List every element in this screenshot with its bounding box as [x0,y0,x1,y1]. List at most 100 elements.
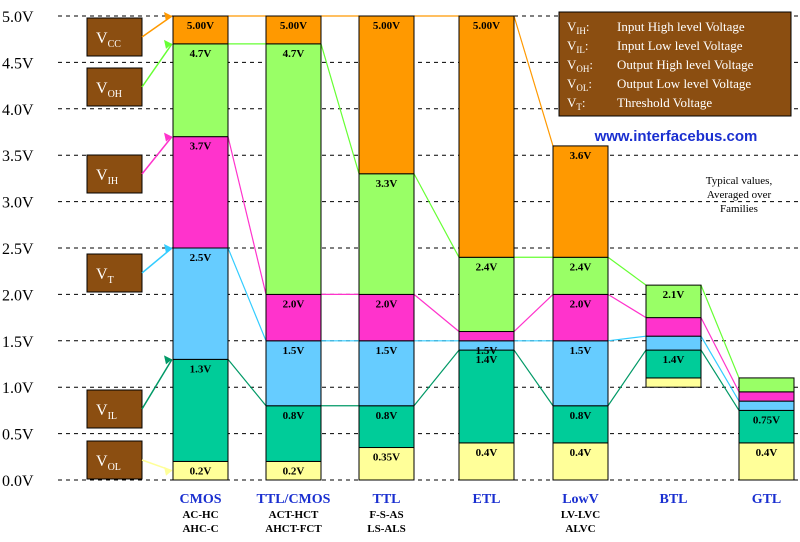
segment-vcc [552,145,609,258]
guide-line-vil [513,349,554,407]
y-tick-label: 2.5V [2,241,34,258]
segment-label-voh: 2.4V [476,261,498,273]
segment-voh [265,43,322,295]
segment-label-vil: 0.75V [753,414,780,426]
segment-label-vol: 0.4V [756,447,778,459]
arrow-head-icon [164,12,172,21]
segment-vt [172,247,229,360]
guide-line-vih [413,293,460,332]
segment-label-vil: 0.8V [570,410,592,422]
bar-etl: 0.4V 1.4V1.5V 2.4V 5.00V [458,15,515,481]
bar-ttl: 0.35V 0.8V 1.5V 2.0V 3.3V 5.00V [358,15,415,481]
segment-vcc [172,15,229,45]
segment-label-vcc: 5.00V [280,20,307,32]
segment-vih [645,317,702,337]
legend-box [558,11,792,117]
legend-description: Input High level Voltage [617,19,745,34]
legend-description: Output High level Voltage [617,57,754,72]
segment-vil [552,405,609,444]
category-families: AHCT-FCT [265,523,322,535]
segment-vih [265,293,322,342]
segment-label-vt: 1.5V [376,345,398,357]
category-families: ALVC [565,523,595,535]
segment-label-voh: 4.7V [283,48,305,60]
guide-lines [227,15,740,411]
segment-label-vt: 1.5V [283,345,305,357]
y-tick-label: 1.5V [2,334,34,351]
guide-line-vih [227,136,267,295]
segment-label-vil: 1.3V [190,363,212,375]
segment-voh [358,173,415,295]
segment-label-vil: 0.8V [283,410,305,422]
y-tick-label: 3.0V [2,195,34,212]
segment-label-vih: 2.0V [376,298,398,310]
legend-symbol: VT: [567,95,586,112]
badge-vol: VOL [86,440,173,480]
segment-voh [458,256,515,333]
typical-values-note: Typical values, Averaged over Families [706,175,773,215]
badge-vih: VIH [86,132,173,194]
guide-line-vih [607,293,647,319]
category-name: CMOS [180,492,222,507]
y-tick-label: 2.0V [2,287,34,304]
category-families: AHC-C [182,523,218,535]
guide-line-vil [227,358,267,407]
segment-label-vt: 1.5V [570,345,592,357]
segment-label-vol: 0.4V [476,447,498,459]
guide-line-vt [700,335,740,402]
segment-label-vih: 2.0V [283,298,305,310]
arrow-head-icon [164,39,172,49]
segment-vih [358,293,415,342]
category-families: LV-LVC [561,509,600,521]
bars: 0.2V 1.3V 2.5V 3.7V 4.7V 5.00V 0.2V 0.8V 1.5V 2.0… [172,15,795,481]
segment-label-voh: 3.3V [376,178,398,190]
legend-description: Input Low level Voltage [617,38,743,53]
y-tick-label: 1.0V [2,380,34,397]
segment-vil [172,358,229,462]
guide-line-vil [413,349,460,407]
segment-vih [738,391,795,402]
note-line: Averaged over [707,189,772,201]
guide-line-vih [700,317,740,393]
bar-ttlcmos: 0.2V 0.8V 1.5V 2.0V 4.7V 5.00V [265,15,322,481]
y-tick-label: 4.0V [2,102,34,119]
segment-vol [358,447,415,481]
segment-label-vt: 2.5V [190,252,212,264]
y-tick-label: 4.5V [2,55,34,72]
arrow-head-icon [164,244,172,253]
segment-label-voh: 4.7V [190,48,212,60]
badge-vcc: VCC [86,12,173,57]
arrow-head-icon [164,466,172,476]
arrow-head-icon [164,132,172,142]
bar-lowv: 0.4V 0.8V 1.5V 2.0V 2.4V 3.6V [552,145,609,481]
segment-label-vih: 3.7V [190,141,212,153]
y-tick-label: 0.0V [2,473,34,490]
category-labels: CMOS AC-HC AHC-C TTL/CMOS ACT-HCT AHCT-FCT TTL… [180,492,782,535]
segment-label-vcc: 3.6V [570,150,592,162]
category-name: LowV [562,492,599,507]
segment-label-vol: 0.4V [570,447,592,459]
guide-line-vih [513,293,554,332]
segment-vol [458,442,515,481]
y-axis-ticks: 0.0V 0.5V 1.0V 1.5V 2.0V 2.5V 3.0V 3.5V 4.0V 4.5V… [2,9,34,490]
segment-vil [458,349,515,444]
y-tick-label: 3.5V [2,148,34,165]
segment-voh [645,284,702,319]
badge-arrow [141,43,173,88]
badge-voh: VOH [86,39,173,107]
badge-vil: VIL [86,355,173,429]
segment-vcc [458,15,515,258]
segment-label-vt: 1.5V [476,345,498,357]
segment-vt [358,340,415,407]
segment-vt [552,340,609,407]
segment-vt [265,340,322,407]
segment-vcc [265,15,322,45]
segment-vil [358,405,415,449]
arrow-head-icon [164,355,172,365]
category-families: ACT-HCT [269,509,319,521]
guide-line-vil [607,349,647,407]
segment-vil [738,409,795,444]
segment-voh [552,256,609,295]
segment-label-vcc: 5.00V [473,20,500,32]
